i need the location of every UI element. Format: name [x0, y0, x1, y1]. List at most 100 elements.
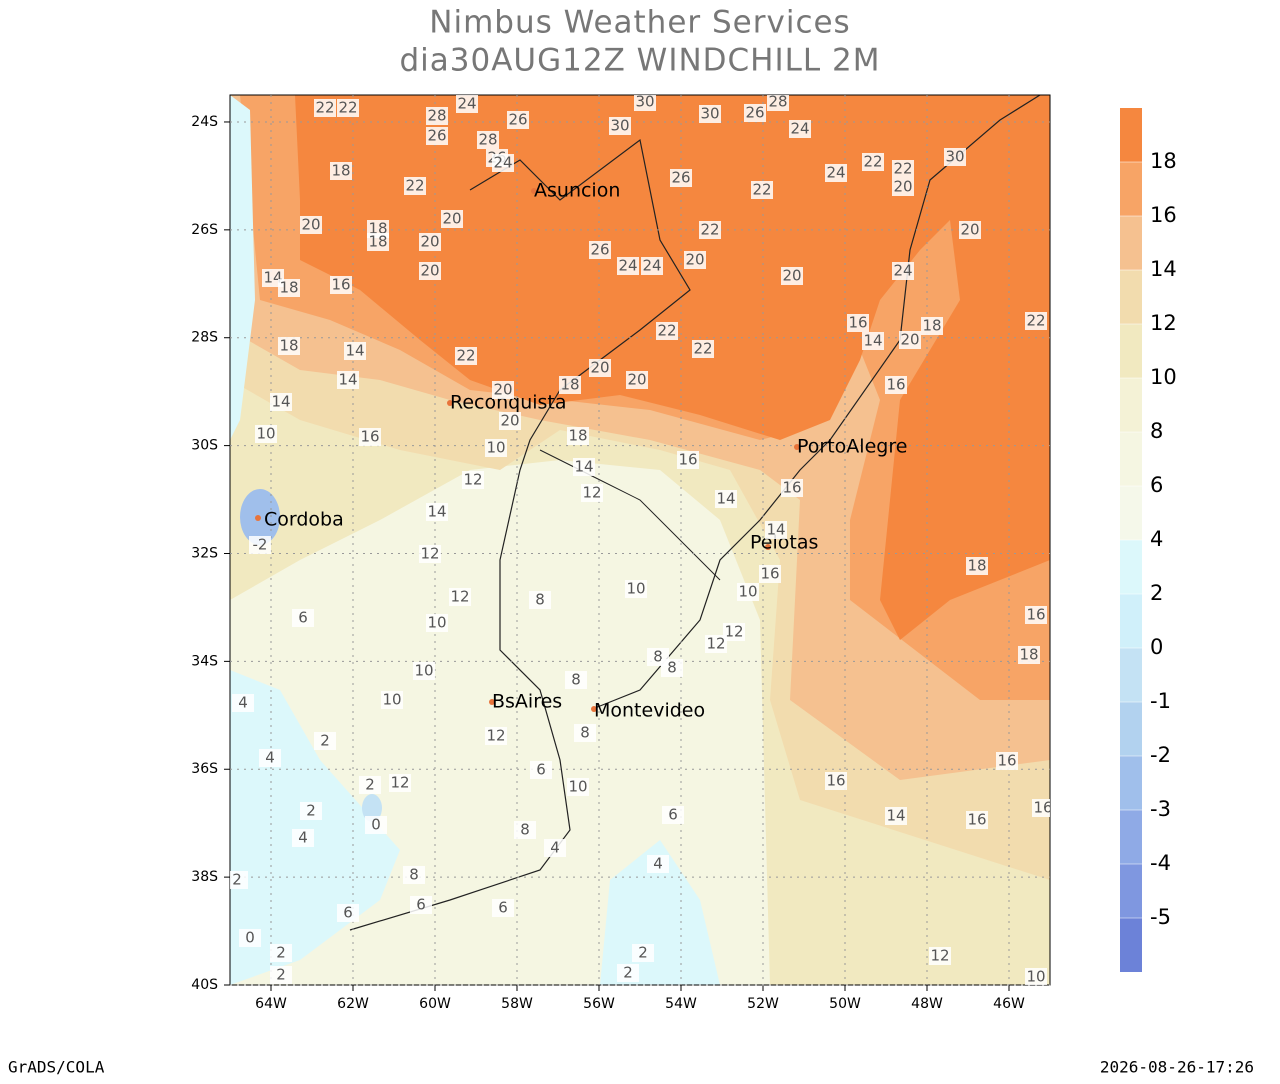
- contour-label: 8: [535, 591, 545, 609]
- contour-label: 26: [671, 169, 690, 187]
- contour-label: 12: [420, 545, 439, 563]
- contour-label-box: [966, 557, 988, 575]
- contour-label-box: [507, 111, 529, 129]
- lon-tick-label: 50W: [829, 996, 861, 1012]
- contour-label: 14: [338, 371, 357, 389]
- contour-label-box: [330, 276, 352, 294]
- contour-label: 28: [478, 131, 497, 149]
- contour-label: 6: [416, 896, 426, 914]
- contour-label-box: [581, 484, 603, 502]
- contour-label: 16: [997, 752, 1016, 770]
- contour-label: 0: [245, 929, 255, 947]
- lat-tick-label: 32S: [191, 545, 218, 561]
- colorbar-segment: [1120, 432, 1142, 486]
- contour-label: 10: [382, 691, 401, 709]
- contour-label: 16: [782, 479, 801, 497]
- contour-label-box: [492, 899, 514, 917]
- contour-label: 22: [752, 181, 771, 199]
- city-label: Asuncion: [534, 180, 620, 202]
- contour-label: 4: [550, 839, 560, 857]
- contour-label: 28: [427, 107, 446, 125]
- contour-label: 12: [724, 623, 743, 641]
- contour-label-box: [449, 588, 471, 606]
- contour-label-box: [419, 545, 441, 563]
- contour-label-box: [292, 609, 314, 627]
- colorbar-label: -3: [1150, 797, 1171, 821]
- contour-label-box: [692, 340, 714, 358]
- contour-label: 20: [590, 359, 609, 377]
- contour-label: 16: [1026, 606, 1045, 624]
- contour-label-box: [559, 376, 581, 394]
- colorbar-segment: [1120, 756, 1142, 810]
- colorbar-segment: [1120, 540, 1142, 594]
- contour-label-box: [929, 947, 951, 965]
- lat-tick-label: 30S: [191, 438, 218, 454]
- contour-label-box: [885, 376, 907, 394]
- lon-tick-label: 58W: [501, 996, 533, 1012]
- contour-label: 20: [420, 233, 439, 251]
- contour-label-box: [499, 412, 521, 430]
- contour-label: 18: [279, 337, 298, 355]
- contour-label: 26: [427, 127, 446, 145]
- contour-label: 24: [457, 95, 476, 113]
- contour-label-box: [270, 393, 292, 411]
- contour-label-box: [365, 816, 387, 834]
- city-marker: [447, 400, 453, 406]
- contour-label: 18: [967, 557, 986, 575]
- contour-label-box: [789, 120, 811, 138]
- contour-label: 12: [450, 588, 469, 606]
- contour-label: 16: [826, 772, 845, 790]
- contour-label: 14: [886, 807, 905, 825]
- contour-label: 2: [276, 944, 286, 962]
- contour-label: 6: [536, 761, 546, 779]
- contour-label: 28: [768, 93, 787, 111]
- contour-label: 4: [265, 749, 275, 767]
- lat-tick-label: 28S: [191, 330, 218, 346]
- contour-label-box: [759, 565, 781, 583]
- contour-label-box: [278, 279, 300, 297]
- contour-label: 22: [456, 347, 475, 365]
- contour-label-box: [662, 806, 684, 824]
- contour-label: 6: [498, 899, 508, 917]
- contour-label: 8: [667, 659, 677, 677]
- contour-label: 12: [463, 471, 482, 489]
- contour-label-box: [625, 580, 647, 598]
- contour-label-box: [230, 871, 248, 889]
- colorbar-label: 2: [1150, 581, 1163, 605]
- contour-label-box: [765, 521, 787, 539]
- contour-label: 16: [760, 565, 779, 583]
- contour-label: 14: [716, 490, 735, 508]
- city-marker: [255, 515, 261, 521]
- contour-label-box: [1032, 799, 1050, 817]
- colorbar-label: 4: [1150, 527, 1163, 551]
- lat-tick-label: 24S: [191, 114, 218, 130]
- contour-label-box: [403, 866, 425, 884]
- contour-label: 14: [766, 521, 785, 539]
- contour-label: 24: [826, 164, 845, 182]
- colorbar-label: 18: [1150, 149, 1177, 173]
- lon-tick-label: 52W: [747, 996, 779, 1012]
- contour-label-box: [723, 623, 745, 641]
- contour-label-box: [744, 104, 766, 122]
- contour-label-box: [462, 471, 484, 489]
- contour-label: 18: [568, 427, 587, 445]
- contour-label-box: [565, 671, 587, 689]
- colorbar-label: 6: [1150, 473, 1163, 497]
- lon-tick-label: 62W: [337, 996, 369, 1012]
- contour-label: 20: [493, 381, 512, 399]
- contour-label-box: [825, 164, 847, 182]
- contour-label-box: [270, 944, 292, 962]
- contour-label-box: [337, 904, 359, 922]
- contour-label-box: [544, 839, 566, 857]
- contour-label-box: [344, 342, 366, 360]
- contour-label-box: [477, 131, 499, 149]
- subtitle: dia30AUG12Z WINDCHILL 2M: [399, 43, 880, 79]
- contour-label-box: [751, 181, 773, 199]
- contour-label: 20: [900, 331, 919, 349]
- contour-label-box: [1018, 646, 1040, 664]
- contour-label: 10: [738, 583, 757, 601]
- contour-label-box: [670, 169, 692, 187]
- contour-label: 20: [420, 262, 439, 280]
- contour-label-box: [892, 178, 914, 196]
- contour-label-box: [617, 257, 639, 275]
